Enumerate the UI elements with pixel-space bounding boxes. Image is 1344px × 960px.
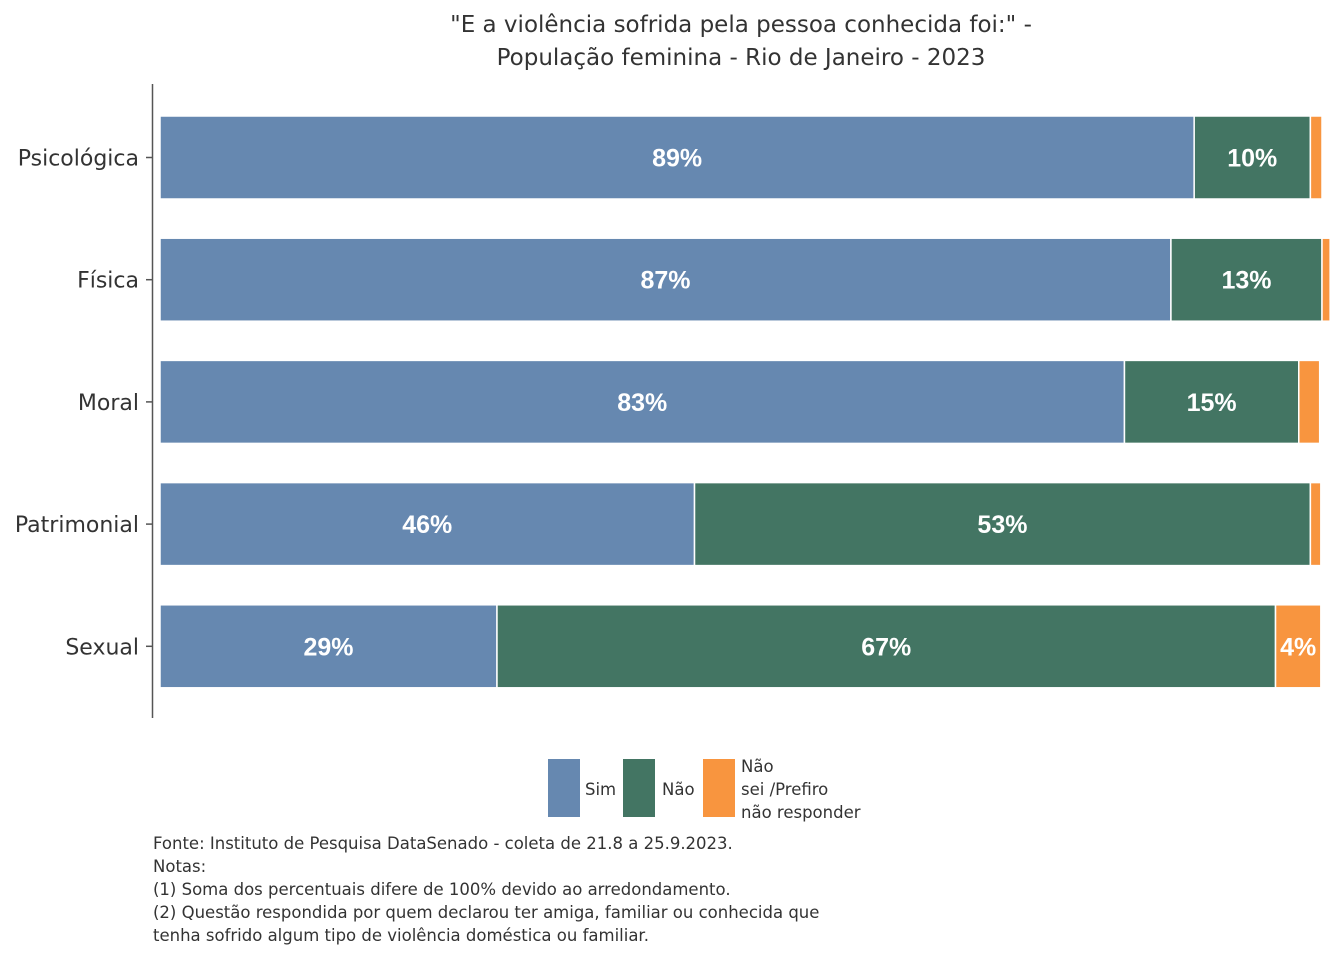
- bar-segment-fisica-s0: [159, 237, 1172, 322]
- bars: Psicológica 89% 10% Física 87% 13% Moral 83% 15%…: [15, 115, 1331, 689]
- caption-line-4: tenha sofrido algum tipo de violência do…: [153, 926, 649, 945]
- bar-segment-psicologica-s0: [159, 115, 1195, 200]
- data-label-psicologica-s1: 10%: [1227, 145, 1277, 173]
- data-label-sexual-s1: 67%: [861, 633, 911, 661]
- chart-title: "E a violência sofrida pela pessoa conhe…: [450, 12, 1032, 71]
- bar-segment-sexual-s1: [496, 604, 1277, 689]
- data-label-psicologica-s0: 89%: [652, 145, 702, 173]
- bar-segment-patrimonial-s2: [1309, 481, 1322, 567]
- legend: Sim Não Não sei /Prefiro não responder: [548, 757, 861, 822]
- bar-segment-patrimonial-s0: [159, 481, 696, 567]
- bar-segment-sexual-s2: [1274, 604, 1322, 689]
- data-label-sexual-s2: 4%: [1280, 633, 1316, 661]
- category-label-patrimonial: Patrimonial: [15, 513, 139, 538]
- legend-swatch-2: [703, 759, 735, 817]
- bar-segment-psicologica-s2: [1309, 115, 1323, 200]
- legend-label-0-0: Sim: [585, 780, 616, 799]
- caption-line-1: Notas:: [153, 857, 206, 876]
- legend-swatch-0: [548, 759, 580, 817]
- caption-line-0: Fonte: Instituto de Pesquisa DataSenado …: [153, 834, 733, 853]
- data-label-patrimonial-s0: 46%: [402, 511, 452, 539]
- data-label-moral-s1: 15%: [1187, 389, 1237, 417]
- legend-label-2-2: não responder: [741, 803, 861, 822]
- caption: Fonte: Instituto de Pesquisa DataSenado …: [153, 834, 819, 945]
- category-label-moral: Moral: [78, 391, 139, 416]
- data-label-patrimonial-s1: 53%: [977, 511, 1027, 539]
- data-label-sexual-s0: 29%: [303, 633, 353, 661]
- data-label-moral-s0: 83%: [617, 389, 667, 417]
- caption-line-2: (1) Soma dos percentuais difere de 100% …: [153, 880, 731, 899]
- chart-title-line-1: "E a violência sofrida pela pessoa conhe…: [450, 12, 1032, 38]
- caption-line-3: (2) Questão respondida por quem declarou…: [153, 903, 819, 922]
- data-label-fisica-s0: 87%: [640, 267, 690, 295]
- chart-title-line-2: População feminina - Rio de Janeiro - 20…: [497, 45, 986, 71]
- bar-segment-fisica-s1: [1170, 237, 1323, 322]
- bar-segment-moral-s2: [1298, 359, 1321, 445]
- category-label-fisica: Física: [77, 269, 139, 294]
- legend-label-1-0: Não: [662, 780, 695, 799]
- bar-segment-moral-s1: [1123, 359, 1300, 445]
- legend-swatch-1: [623, 759, 655, 817]
- bar-segment-moral-s0: [159, 359, 1126, 445]
- bar-segment-sexual-s0: [159, 604, 498, 689]
- category-label-psicologica: Psicológica: [18, 147, 139, 172]
- bar-segment-fisica-s2: [1321, 237, 1331, 322]
- legend-label-2-1: sei /Prefiro: [741, 780, 828, 799]
- bar-segment-psicologica-s1: [1193, 115, 1312, 200]
- legend-label-2-0: Não: [741, 757, 774, 776]
- data-label-fisica-s1: 13%: [1221, 267, 1271, 295]
- category-label-sexual: Sexual: [65, 635, 139, 660]
